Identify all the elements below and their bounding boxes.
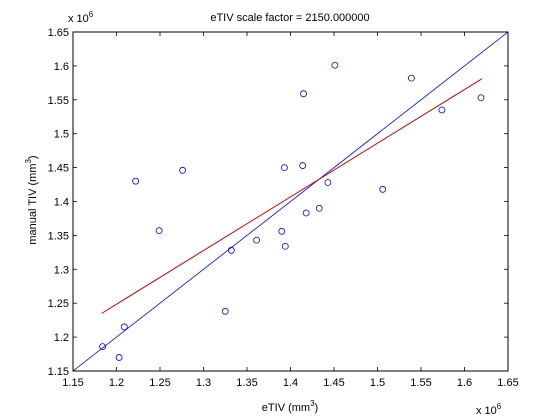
y-axis-label: manual TIV (mm3) bbox=[24, 155, 39, 244]
x-tick-label: 1.55 bbox=[410, 377, 431, 389]
identity-line bbox=[73, 32, 508, 371]
x-tick-label: 1.6 bbox=[457, 377, 472, 389]
x-tick-label: 1.5 bbox=[370, 377, 385, 389]
data-point bbox=[278, 227, 286, 235]
y-tick-label: 1.45 bbox=[48, 163, 69, 175]
plot-area bbox=[73, 32, 508, 371]
data-point bbox=[315, 204, 323, 212]
data-point bbox=[227, 246, 235, 254]
y-axis-ticks: 1.15 1.2 1.25 1.3 1.35 1.4 1.45 1.5 1.55 1.6 1.65 bbox=[48, 27, 508, 378]
y-tick-label: 1.25 bbox=[48, 298, 69, 310]
data-point bbox=[438, 106, 446, 114]
y-tick-label: 1.5 bbox=[54, 129, 69, 141]
data-point bbox=[324, 179, 332, 186]
data-point bbox=[477, 94, 485, 102]
data-point bbox=[132, 177, 140, 185]
data-point bbox=[299, 162, 307, 169]
x-axis-multiplier: x 106 bbox=[476, 402, 502, 417]
x-axis-label: eTIV (mm3) bbox=[262, 399, 318, 414]
data-point bbox=[379, 185, 387, 193]
data-point bbox=[179, 166, 187, 174]
data-point bbox=[120, 323, 128, 331]
y-tick-label: 1.65 bbox=[48, 27, 69, 39]
y-tick-label: 1.3 bbox=[54, 264, 69, 276]
x-axis-ticks: 1.15 1.2 1.25 1.3 1.35 1.4 1.45 1.5 1.55 1.6 1.65 bbox=[62, 32, 519, 389]
y-tick-label: 1.15 bbox=[48, 366, 69, 378]
data-point bbox=[281, 242, 289, 250]
data-point bbox=[99, 343, 106, 350]
data-point bbox=[300, 90, 307, 98]
y-tick-label: 1.55 bbox=[48, 95, 69, 107]
x-tick-label: 1.45 bbox=[323, 377, 344, 389]
x-tick-label: 1.35 bbox=[236, 377, 257, 389]
data-point bbox=[115, 354, 123, 361]
x-tick-label: 1.2 bbox=[109, 377, 124, 389]
x-tick-label: 1.25 bbox=[149, 377, 170, 389]
y-tick-label: 1.6 bbox=[54, 61, 69, 73]
data-point bbox=[253, 236, 260, 244]
y-tick-label: 1.35 bbox=[48, 230, 69, 242]
regression-fit-line bbox=[101, 78, 483, 314]
data-point bbox=[331, 61, 339, 69]
data-point bbox=[302, 209, 310, 217]
data-point bbox=[281, 164, 288, 172]
data-point bbox=[221, 307, 229, 315]
chart-title: eTIV scale factor = 2150.000000 bbox=[210, 12, 369, 24]
data-point bbox=[408, 74, 415, 82]
x-tick-label: 1.4 bbox=[283, 377, 298, 389]
x-tick-label: 1.3 bbox=[196, 377, 211, 389]
x-tick-label: 1.65 bbox=[497, 377, 518, 389]
x-tick-label: 1.15 bbox=[62, 377, 83, 389]
axes-box bbox=[72, 31, 509, 372]
y-axis-multiplier: x 106 bbox=[68, 10, 94, 25]
y-tick-label: 1.4 bbox=[54, 197, 69, 209]
y-tick-label: 1.2 bbox=[54, 332, 69, 344]
data-point bbox=[155, 227, 163, 235]
